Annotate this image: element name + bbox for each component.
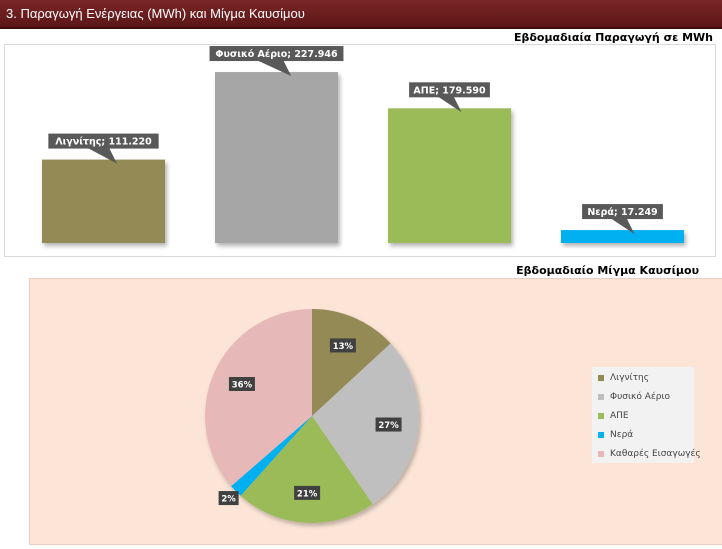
legend-label: Νερά	[610, 430, 634, 440]
pie-slice-3	[231, 416, 312, 496]
page-title: 3. Παραγωγή Ενέργειας (MWh) και Μίγμα Κα…	[6, 6, 305, 21]
bar-0	[42, 159, 165, 243]
pie-slice-1	[312, 343, 419, 505]
legend-swatch	[598, 374, 604, 381]
pie-slice-0	[312, 309, 391, 416]
pie-label-2: 21%	[294, 485, 321, 500]
bar-2	[388, 108, 511, 243]
pie-slice-2	[240, 416, 373, 523]
legend-item: Νερά	[598, 430, 633, 440]
legend-label: Φυσικό Αέριο	[610, 392, 670, 402]
bar-label-0: Λιγνίτης; 111.220	[48, 133, 159, 164]
bar-3	[561, 230, 684, 243]
legend-swatch	[598, 393, 604, 400]
bar-label-2: ΑΠΕ; 179.590	[409, 82, 490, 113]
bar-value-label: Λιγνίτης; 111.220	[55, 137, 152, 148]
pie-chart: 13% 27% 21% 2% 36%	[205, 309, 419, 523]
bar-chart-title: Εβδομαδιαία Παραγωγή σε MWh	[513, 31, 713, 44]
pie-percent-label: 27%	[378, 421, 399, 431]
legend-label: ΑΠΕ	[610, 411, 629, 421]
pie-label-0: 13%	[329, 338, 356, 353]
pie-label-3: 2%	[218, 491, 239, 506]
bar-value-label: Φυσικό Αέριο; 227.946	[215, 49, 338, 60]
legend-label: Καθαρές Εισαγωγές	[610, 449, 701, 459]
bar-value-label: ΑΠΕ; 179.590	[413, 85, 486, 96]
legend-item: Καθαρές Εισαγωγές	[598, 449, 701, 459]
pie-label-4: 36%	[228, 376, 255, 391]
pie-legend: Λιγνίτης Φυσικό Αέριο ΑΠΕ Νερά Καθαρές Εισαγ…	[592, 367, 701, 463]
pie-label-1: 27%	[375, 417, 402, 432]
legend-swatch	[598, 412, 604, 419]
pie-percent-label: 13%	[333, 342, 354, 352]
legend-swatch	[598, 431, 604, 438]
legend-item: Φυσικό Αέριο	[598, 392, 670, 402]
pie-slice-4	[205, 309, 312, 487]
pie-percent-label: 21%	[297, 489, 318, 499]
legend-item: Λιγνίτης	[598, 373, 649, 383]
bar-label-3: Νερά; 17.249	[582, 204, 663, 235]
pie-percent-label: 36%	[232, 380, 253, 390]
pie-percent-label: 2%	[221, 495, 236, 505]
legend-swatch	[598, 450, 604, 457]
bar-chart: Λιγνίτης; 111.220 Φυσικό Αέριο; 227.946 ΑΠ…	[42, 46, 684, 243]
bar-chart-panel: Λιγνίτης; 111.220 Φυσικό Αέριο; 227.946 ΑΠ…	[4, 44, 716, 257]
bar-1	[215, 72, 338, 243]
pie-chart-title: Εβδομαδιαίο Μίγμα Καυσίμου	[516, 264, 699, 277]
bar-label-1: Φυσικό Αέριο; 227.946	[209, 46, 344, 77]
header-bar: 3. Παραγωγή Ενέργειας (MWh) και Μίγμα Κα…	[0, 0, 722, 29]
bar-value-label: Νερά; 17.249	[587, 207, 657, 218]
legend-label: Λιγνίτης	[610, 373, 650, 383]
legend-item: ΑΠΕ	[598, 411, 629, 421]
